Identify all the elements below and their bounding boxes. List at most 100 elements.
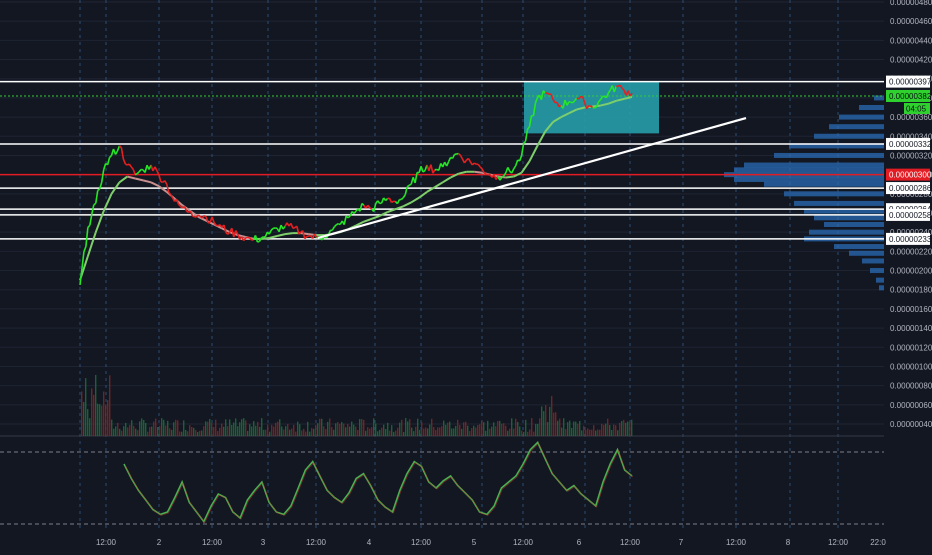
ma-segment — [474, 172, 482, 173]
time-tick-label: 6 — [577, 538, 582, 547]
volume-bar — [301, 431, 302, 436]
volume-bar — [311, 428, 312, 436]
volume-bar — [595, 431, 596, 436]
volume-bar — [219, 428, 220, 436]
volume-bar — [485, 431, 486, 436]
volume-bar — [339, 424, 340, 436]
volume-bar — [439, 427, 440, 436]
volume-bar — [451, 428, 452, 436]
volume-bar — [497, 421, 498, 436]
volume-bar — [95, 375, 96, 436]
volume-bar — [549, 407, 550, 436]
level-tag[interactable]: 0.00000332 — [886, 138, 932, 150]
volume-bar — [419, 430, 420, 436]
volume-bar — [375, 423, 376, 436]
volume-bar — [241, 419, 242, 436]
volume-bar — [87, 409, 88, 436]
price-tick-label: 0.00000180 — [890, 286, 932, 295]
level-tag[interactable]: 0.00000397 — [886, 76, 932, 88]
volume-bar — [573, 421, 574, 436]
level-tag[interactable]: 0.00000300 — [886, 169, 932, 181]
volume-bar — [237, 426, 238, 436]
volume-bar — [169, 428, 170, 436]
price-segment — [204, 215, 206, 216]
volume-bar — [209, 419, 210, 436]
price-segment — [547, 93, 549, 94]
volume-bar — [483, 422, 484, 436]
volume-bar — [373, 418, 374, 436]
volume-bar — [615, 425, 616, 436]
volume-bar — [389, 431, 390, 436]
volume-bar — [619, 423, 620, 436]
volume-bar — [287, 424, 288, 436]
volume-bar — [569, 421, 570, 436]
volume-bar — [461, 429, 462, 436]
volume-bar — [259, 427, 260, 436]
volume-bar — [387, 423, 388, 436]
volume-bar — [397, 428, 398, 436]
volume-bar — [187, 431, 188, 436]
volume-bar — [495, 426, 496, 436]
volume-bar — [513, 429, 514, 436]
volume-bar — [139, 421, 140, 436]
volume-bar — [267, 425, 268, 436]
volume-bar — [527, 432, 528, 436]
volume-bar — [299, 424, 300, 436]
volume-bar — [519, 426, 520, 436]
time-tick-label: 22:0 — [870, 538, 886, 547]
volume-bar — [177, 420, 178, 436]
volume-bar — [199, 431, 200, 436]
price-axis[interactable]: 0.000004800.000004600.000004400.00000420… — [886, 0, 932, 550]
volume-bar — [307, 422, 308, 436]
volume-bar — [251, 427, 252, 436]
price-tick-label: 0.00000160 — [890, 305, 932, 314]
volume-bar — [167, 421, 168, 436]
volume-bar — [467, 426, 468, 436]
volume-bar — [323, 426, 324, 436]
volume-bar — [611, 430, 612, 436]
volume-bar — [465, 422, 466, 436]
volume-bar — [309, 432, 310, 436]
volume-bar — [613, 425, 614, 436]
volume-bar — [179, 431, 180, 436]
volume-bar — [317, 423, 318, 436]
volume-bar — [455, 426, 456, 436]
volume-bar — [473, 426, 474, 436]
ma-segment — [506, 177, 514, 178]
volume-bar — [117, 423, 118, 436]
volume-bar — [559, 419, 560, 436]
volume-bar — [627, 421, 628, 436]
price-segment — [208, 222, 210, 223]
time-tick-label: 5 — [472, 538, 477, 547]
volume-bar — [101, 406, 102, 436]
volume-bar — [269, 432, 270, 436]
volume-bar — [441, 426, 442, 436]
price-tick-label: 0.00000100 — [890, 362, 932, 371]
volume-bar — [583, 426, 584, 436]
volume-bar — [297, 422, 298, 436]
level-tag[interactable]: 0.00000286 — [886, 182, 932, 194]
volume-bar — [147, 432, 148, 436]
time-tick-label: 12:00 — [513, 538, 534, 547]
volume-bar — [141, 418, 142, 436]
volume-bar — [349, 427, 350, 436]
volume-bar — [423, 429, 424, 436]
volume-bar — [413, 431, 414, 436]
profile-bar — [862, 258, 884, 263]
level-tag[interactable]: 0.00000258 — [886, 209, 932, 221]
level-tag[interactable]: 0.00000233 — [886, 233, 932, 245]
volume-bar — [471, 428, 472, 436]
volume-bar — [265, 430, 266, 436]
volume-bar — [239, 422, 240, 436]
profile-bar — [814, 134, 884, 139]
volume-bar — [173, 422, 174, 436]
level-tag-label: 0.00000397 — [889, 78, 932, 87]
volume-bar — [119, 429, 120, 436]
volume-bar — [293, 425, 294, 436]
volume-bar — [453, 428, 454, 436]
time-tick-label: 12:00 — [96, 538, 117, 547]
volume-bar — [217, 431, 218, 436]
volume-bar — [247, 431, 248, 436]
